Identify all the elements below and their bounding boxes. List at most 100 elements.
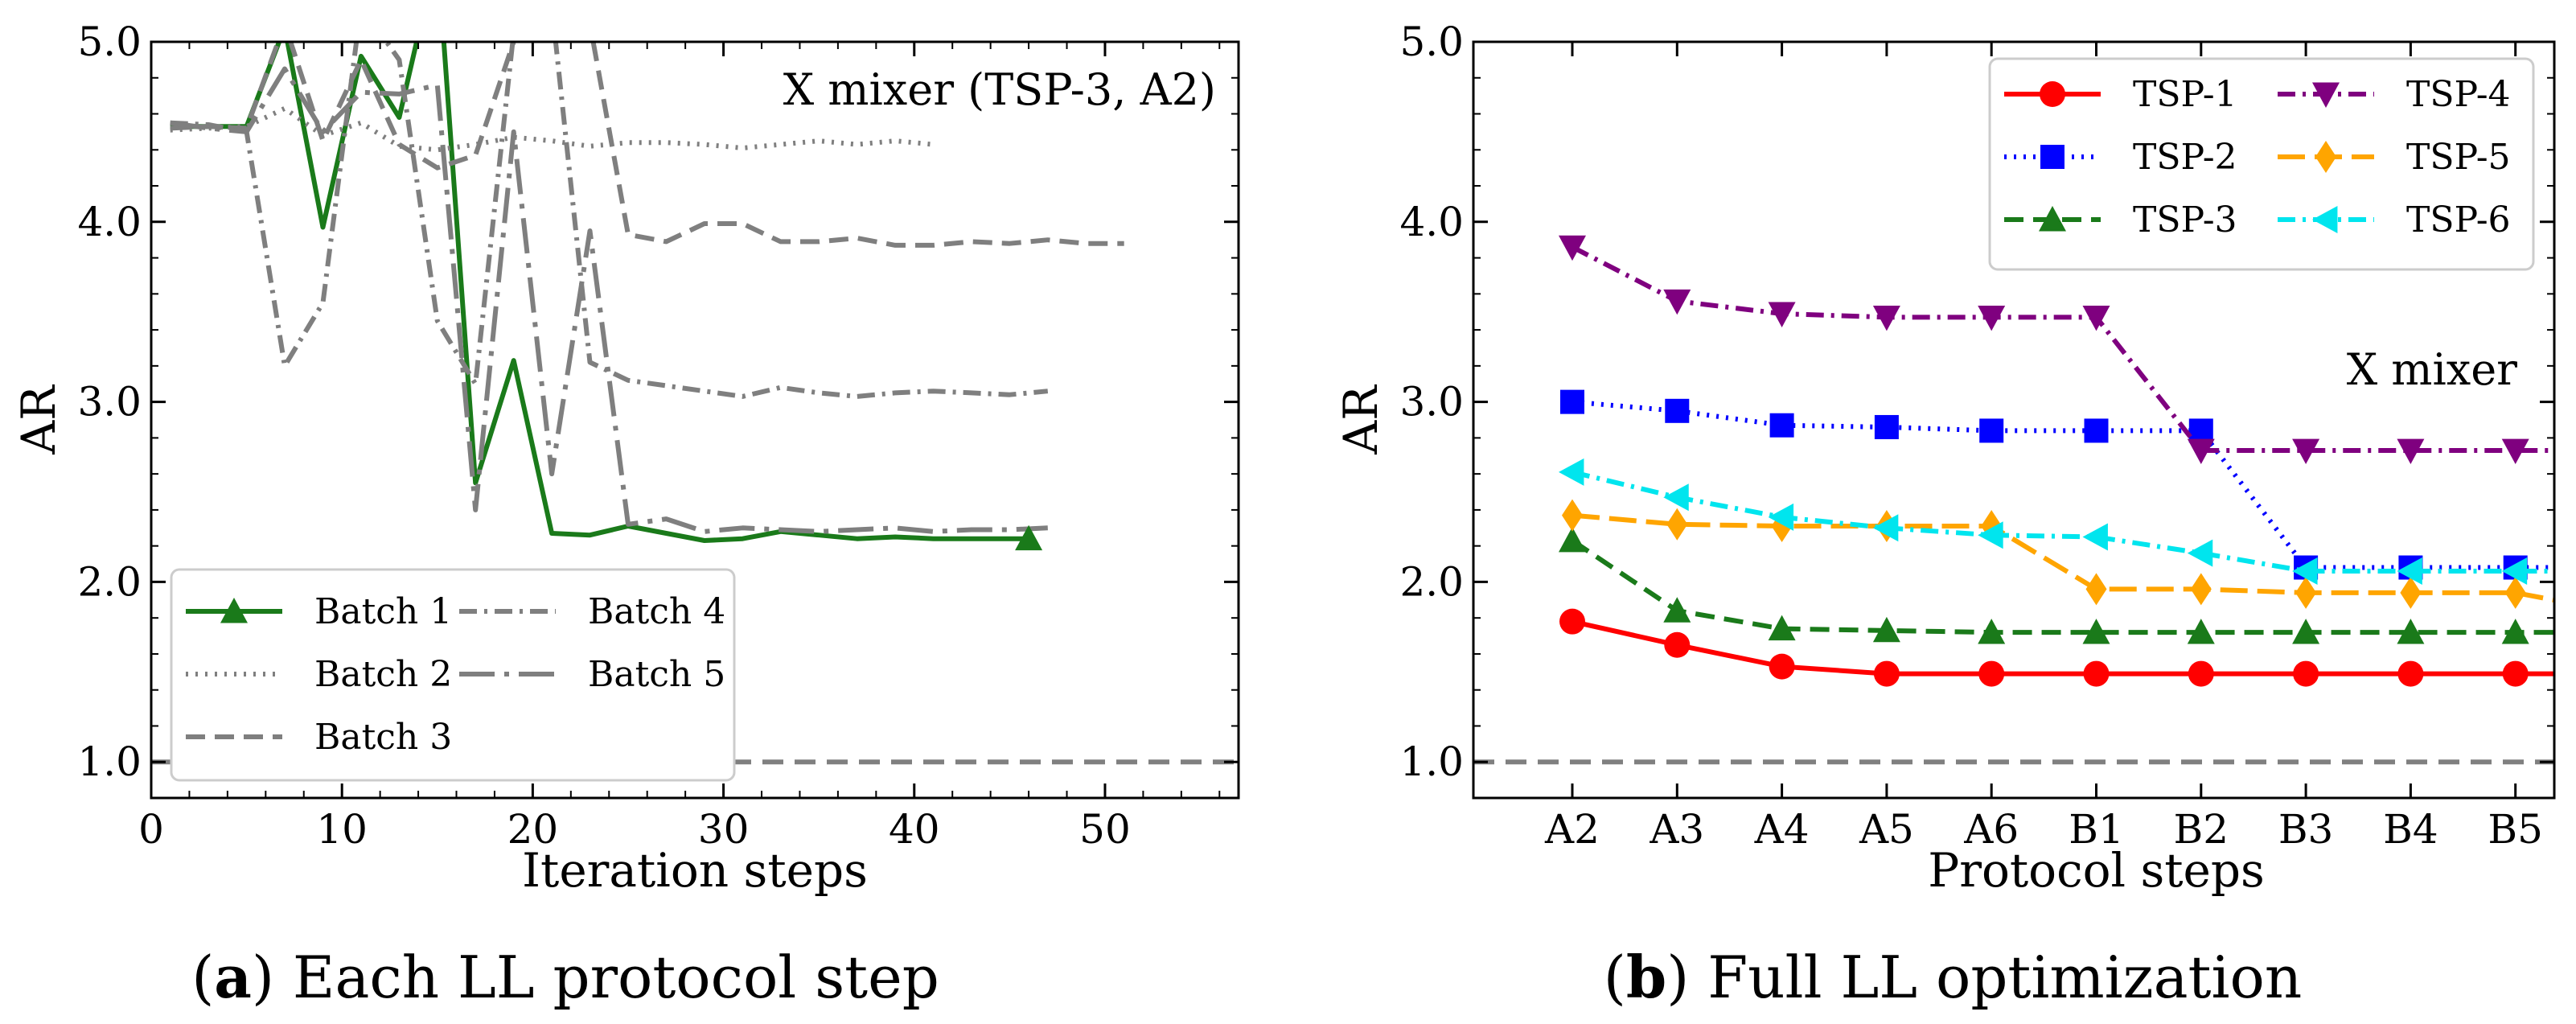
panel-b-x-tick-label-B5: B5 [2488,806,2543,853]
point-tsp-2-A3 [1665,398,1690,423]
caption-a-text: ) Each LL protocol step [252,944,939,1011]
point-tsp-5-A3 [1666,508,1688,541]
series-line-tsp-2 [1571,399,2554,570]
point-tsp-2-A6 [1979,418,2004,443]
panel-b-y-tick-label: 5.0 [1399,19,1464,65]
panel-a-x-tick-label: 40 [889,806,940,853]
point-tsp-4-A4 [1768,302,1796,327]
series-line-tsp-5 [1571,512,2554,603]
legend-marker-tsp-4 [2312,82,2340,108]
series-line-batch-5 [170,66,1048,534]
panel-b-x-tick-label-A4: A4 [1754,806,1810,853]
legend-label-tsp-1: TSP-1 [2133,74,2237,115]
point-tsp-4-A6 [1978,305,2006,331]
legend-marker-tsp-5 [2315,141,2336,173]
point-tsp-1-B1 [2083,660,2110,687]
point-tsp-6-B3 [2292,557,2318,585]
legend-marker-tsp-3 [2039,206,2066,232]
legend-marker-tsp-1 [2040,81,2065,107]
panel-a-y-tick-label: 2.0 [77,558,142,605]
point-tsp-2-A4 [1769,413,1794,438]
legend-label-tsp-4: TSP-4 [2406,74,2511,115]
series-group [170,42,1124,543]
panel-a-y-tick-label: 3.0 [77,379,142,426]
point-tsp-5-B3 [2295,576,2317,609]
point-tsp-4-B1 [2082,305,2110,331]
point-tsp-2-B1 [2084,418,2109,443]
legend-label-batch-3: Batch 3 [314,717,452,758]
panel-b-legend: TSP-1 TSP-2 TSP-3 TSP-4 TSP-5 TSP-6 [1988,57,2535,271]
point-tsp-5-A2 [1562,499,1583,532]
panel-b-x-tick-label-B4: B4 [2383,806,2438,853]
panel-a-legend: Batch 1 Batch 2 Batch 3 Batch 4 Batch 5 [170,568,736,782]
series-line-tsp-3 [1571,538,2554,635]
point-tsp-5-B5 [2504,576,2526,609]
point-tsp-6-B1 [2082,523,2108,551]
series-line-batch-3 [170,42,1124,248]
legend-label-batch-1: Batch 1 [314,591,452,632]
point-tsp-4-A3 [1663,289,1691,315]
panel-b-x-tick-label-B1: B1 [2069,806,2124,853]
panel-a-x-tick-label: 30 [698,806,750,853]
point-tsp-3-A4 [1768,615,1796,641]
legend-marker-tsp-6 [2312,206,2338,233]
point-tsp-3-B3 [2292,619,2320,644]
panel-b-x-tick-label-B2: B2 [2174,806,2229,853]
point-tsp-2-A2 [1560,389,1584,414]
legend-label-batch-5: Batch 5 [588,654,725,695]
panel-b-y-tick-label: 1.0 [1399,738,1464,785]
point-tsp-1-A3 [1664,631,1691,658]
panel-b-y-axis-title: AR [1333,384,1388,455]
point-tsp-4-B3 [2292,438,2320,465]
panel-b-x-tick-label-A6: A6 [1963,806,2019,853]
caption-a: (a) Each LL protocol step [191,943,939,1011]
panel-b-annotation: X mixer [2347,344,2517,395]
panel-b-x-tick-label-B3: B3 [2278,806,2334,853]
point-tsp-6-A6 [1978,521,2003,549]
point-tsp-1-B4 [2397,660,2424,687]
panel-a-chart: 1.0 2.0 3.0 4.0 5.0 0 10 20 30 40 50 X mixer (TSP-… [11,19,1240,898]
point-tsp-5-B2 [2190,573,2212,606]
series-line-tsp-6 [1571,469,2554,574]
point-tsp-4-A2 [1559,235,1586,261]
point-tsp-3-A6 [1978,619,2006,644]
panel-a-annotation: X mixer (TSP-3, A2) [783,64,1216,115]
point-tsp-3-B5 [2501,619,2529,644]
point-tsp-4-B2 [2187,438,2215,465]
axes: 1.0 2.0 3.0 4.0 5.0 0 10 20 30 40 50 [77,19,1240,853]
point-tsp-6-A3 [1663,483,1689,512]
legend-box [1988,57,2535,271]
marker-batch-1-last [1015,524,1043,551]
panel-b-x-tick-label-A3: A3 [1649,806,1704,853]
caption-b-open: ( [1604,944,1626,1011]
point-tsp-6-A4 [1768,503,1794,531]
series-line-batch-4 [170,42,1049,399]
legend-label-batch-4: Batch 4 [588,591,725,632]
panel-b-y-tick-label: 3.0 [1399,379,1464,426]
legend-label-tsp-2: TSP-2 [2133,137,2237,178]
point-tsp-1-A5 [1873,660,1900,687]
panel-a-plot-frame [150,40,1240,800]
legend-label-tsp-6: TSP-6 [2406,199,2511,241]
point-tsp-6-A5 [1872,514,1899,542]
point-tsp-5-B4 [2400,576,2422,609]
series-line-tsp-1 [1571,619,2554,676]
point-tsp-4-B5 [2501,438,2529,465]
point-tsp-4-A5 [1872,305,1900,331]
caption-a-letter: a [214,943,252,1011]
point-tsp-2-A5 [1874,414,1899,439]
point-tsp-3-B4 [2397,619,2425,644]
legend-marker-tsp-2 [2040,145,2064,169]
caption-b-text: ) Full LL optimization [1666,944,2302,1011]
axes: 1.02.03.04.05.0A2A3A4A5A6B1B2B3B4B5B6 [1399,19,2556,853]
panel-a-y-tick-label: 4.0 [77,199,142,245]
point-tsp-1-A6 [1978,660,2005,687]
point-tsp-1-A2 [1559,608,1585,635]
panel-a-x-tick-label: 20 [507,806,559,853]
point-tsp-6-B4 [2397,557,2422,585]
point-tsp-2-B2 [2188,418,2213,443]
caption-a-open: ( [191,944,214,1011]
panel-b-x-tick-label-A5: A5 [1859,806,1914,853]
panel-a-x-tick-label: 50 [1079,806,1131,853]
